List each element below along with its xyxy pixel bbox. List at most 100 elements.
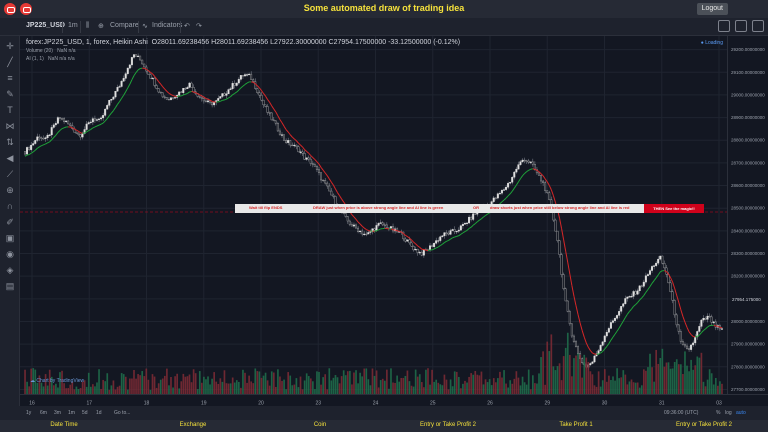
logo-icon[interactable] bbox=[4, 3, 16, 15]
candle bbox=[574, 341, 577, 347]
time-axis[interactable]: 16 17 18 19 20 23 24 25 26 29 30 31 03 bbox=[20, 394, 768, 407]
volume-bar bbox=[190, 382, 193, 394]
ai-line-segment bbox=[376, 229, 379, 232]
trash-icon[interactable]: ▤ bbox=[5, 281, 15, 291]
ai-line-segment bbox=[339, 195, 343, 200]
price-label: 27800.00000000 bbox=[731, 364, 765, 369]
compare-icon[interactable]: ⊕ bbox=[98, 23, 104, 30]
volume-bar bbox=[110, 385, 113, 394]
volume-bar bbox=[453, 371, 456, 394]
percent-toggle[interactable]: % bbox=[716, 410, 721, 416]
volume-bar bbox=[700, 352, 703, 394]
candle bbox=[229, 88, 232, 90]
trendline-icon[interactable]: ╱ bbox=[7, 57, 13, 67]
ai-line-segment bbox=[363, 227, 367, 230]
lock-icon[interactable]: ▣ bbox=[5, 233, 15, 243]
chart-area[interactable]: forex:JP225_USD, 1, forex, Heikin Ashi O… bbox=[20, 36, 727, 394]
candle bbox=[618, 311, 621, 316]
ai-line-segment bbox=[540, 173, 544, 177]
candle bbox=[564, 288, 567, 302]
volume-bar bbox=[272, 372, 275, 394]
goto-date[interactable]: Go to... bbox=[114, 410, 131, 416]
layers-icon[interactable]: ◈ bbox=[6, 265, 14, 275]
symbol-search[interactable]: JP225_USD bbox=[26, 22, 65, 29]
interval-selector[interactable]: 1m bbox=[68, 22, 78, 29]
pattern-icon[interactable]: ⋈ bbox=[5, 121, 15, 131]
volume-bar bbox=[657, 363, 660, 394]
candle bbox=[381, 222, 384, 226]
candle bbox=[118, 86, 121, 88]
volume-bar bbox=[571, 376, 573, 394]
candle bbox=[720, 328, 723, 330]
price-chart[interactable] bbox=[20, 36, 727, 394]
screenshot-icon[interactable] bbox=[752, 20, 764, 32]
settings-icon[interactable] bbox=[718, 20, 730, 32]
logout-button[interactable]: Logout bbox=[696, 3, 728, 15]
ai-line-segment bbox=[559, 218, 563, 229]
ai-line-segment bbox=[41, 144, 44, 147]
ai-line-segment bbox=[201, 95, 205, 98]
menu-icon[interactable] bbox=[20, 3, 32, 15]
fib-icon[interactable]: ≡ bbox=[7, 73, 13, 83]
volume-bar bbox=[38, 375, 41, 394]
ai-line-segment bbox=[261, 90, 264, 94]
ai-line-segment bbox=[113, 107, 116, 111]
range-1d[interactable]: 1d bbox=[96, 410, 102, 416]
ai-line-segment bbox=[633, 304, 636, 307]
ai-line-segment bbox=[569, 273, 573, 286]
candle bbox=[714, 321, 717, 328]
magnet-icon[interactable]: ∩ bbox=[6, 201, 14, 211]
candle bbox=[605, 332, 608, 337]
fullscreen-icon[interactable] bbox=[735, 20, 747, 32]
volume-bar bbox=[166, 368, 168, 394]
brush-icon[interactable]: ✎ bbox=[6, 89, 14, 99]
volume-bar bbox=[351, 384, 353, 394]
volume-bar bbox=[361, 376, 364, 394]
candle bbox=[132, 54, 135, 58]
candle bbox=[110, 99, 113, 101]
compare-button[interactable]: Compare bbox=[110, 22, 139, 29]
volume-bar bbox=[305, 373, 308, 394]
price-label: 29100.00000000 bbox=[731, 70, 765, 75]
stay-drawing-icon[interactable]: ✐ bbox=[6, 217, 14, 227]
volume-bar bbox=[303, 380, 306, 394]
clock[interactable]: 09:36:00 (UTC) bbox=[664, 410, 699, 416]
volume-bar bbox=[457, 376, 460, 394]
range-1y[interactable]: 1y bbox=[26, 410, 32, 416]
indicators-icon[interactable]: ∿ bbox=[142, 23, 148, 30]
legend-volume[interactable]: Volume (20) bbox=[26, 48, 53, 54]
candle bbox=[305, 157, 308, 160]
ruler-icon[interactable]: ⟋ bbox=[6, 169, 14, 179]
crosshair-icon[interactable]: ✛ bbox=[6, 41, 14, 51]
redo-icon[interactable]: ↷ bbox=[196, 23, 202, 30]
volume-bar bbox=[81, 381, 84, 394]
zoom-icon[interactable]: ⊕ bbox=[6, 185, 14, 195]
range-1m[interactable]: 1m bbox=[68, 410, 75, 416]
eye-icon[interactable]: ◉ bbox=[6, 249, 14, 259]
indicators-button[interactable]: Indicators bbox=[152, 22, 183, 29]
text-icon[interactable]: T bbox=[7, 105, 13, 115]
undo-icon[interactable]: ↶ bbox=[184, 23, 190, 30]
arrow-icon[interactable]: ◀ bbox=[6, 153, 14, 163]
legend-ai[interactable]: AI (1, 1) bbox=[26, 56, 44, 62]
range-3m[interactable]: 3m bbox=[54, 410, 61, 416]
tradingview-watermark[interactable]: ☁ Chart by TradingView bbox=[30, 378, 85, 384]
ai-line-segment bbox=[337, 192, 340, 197]
chart-type-icon[interactable]: ⫼ bbox=[86, 22, 90, 29]
range-6m[interactable]: 6m bbox=[40, 410, 47, 416]
price-scale[interactable]: 29200.00000000 29100.00000000 29000.000000… bbox=[727, 36, 768, 394]
prediction-icon[interactable]: ⇅ bbox=[6, 137, 14, 147]
volume-bar bbox=[661, 348, 664, 394]
candle bbox=[712, 321, 715, 323]
range-5d[interactable]: 5d bbox=[82, 410, 88, 416]
volume-bar bbox=[194, 373, 197, 394]
log-toggle[interactable]: log bbox=[725, 410, 732, 416]
time-label: 20 bbox=[258, 401, 264, 407]
watermark-text[interactable]: Chart by TradingView bbox=[36, 378, 85, 384]
auto-toggle[interactable]: auto bbox=[736, 410, 746, 416]
candle bbox=[453, 229, 456, 232]
volume-bar bbox=[57, 387, 59, 394]
legend-title[interactable]: forex:JP225_USD, 1, forex, Heikin Ashi bbox=[26, 39, 148, 46]
volume-bar bbox=[474, 370, 477, 394]
candle bbox=[607, 328, 610, 333]
